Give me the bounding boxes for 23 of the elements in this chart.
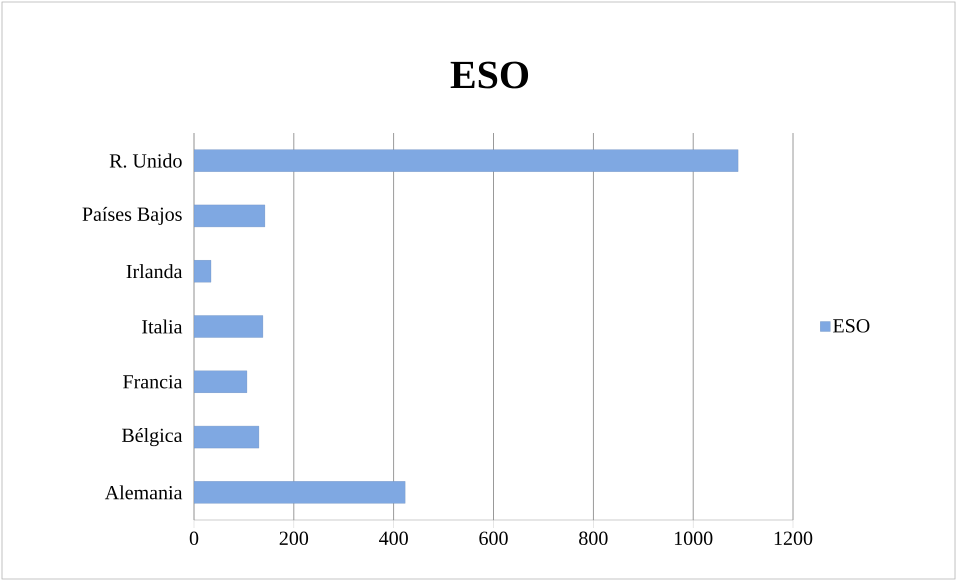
y-tick-label: R. Unido [110,154,182,168]
bar [194,315,264,338]
y-tick-label: Italia [142,319,182,334]
y-tick-label: Países Bajos [82,206,182,226]
x-tick-label: 200 [280,532,308,546]
x-tick-label: 400 [379,532,408,546]
x-tick-label: 800 [579,532,608,546]
y-tick-label: Alemania [104,485,182,500]
x-tick-label: 600 [479,532,508,546]
x-tick-label: 1000 [674,532,712,546]
x-tick-label: 1200 [774,532,812,546]
bar [194,370,248,393]
bar [194,426,260,448]
bar [194,260,212,282]
y-tick-label: Irlanda [126,264,182,278]
chart-title: ESO [450,62,528,88]
bar [194,204,266,228]
bar [194,481,406,504]
y-tick-label: Bélgica [122,428,182,446]
x-tick-label: 0 [190,532,198,546]
bar [194,149,738,172]
y-tick-label: Francia [123,375,182,388]
legend-label: ESO [833,319,870,333]
